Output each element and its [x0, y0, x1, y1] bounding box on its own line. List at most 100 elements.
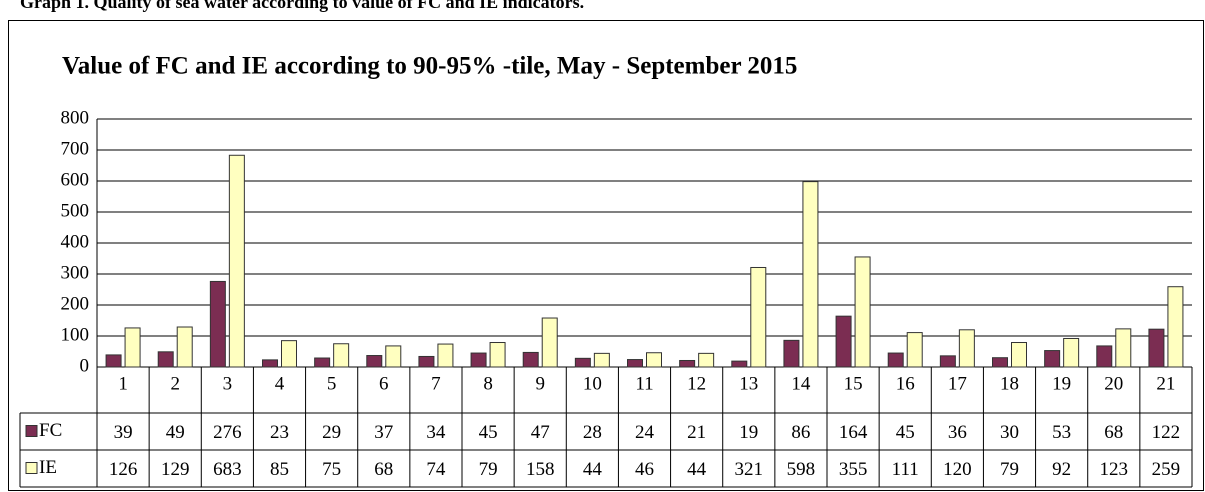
table-value: 21	[687, 422, 706, 443]
y-tick-label: 0	[80, 355, 90, 376]
legend-label: IE	[39, 457, 57, 478]
x-tick-label: 15	[844, 373, 863, 394]
x-tick-label: 19	[1052, 373, 1071, 394]
bar	[437, 343, 454, 368]
x-tick-label: 9	[535, 373, 545, 394]
x-tick-label: 18	[1000, 373, 1019, 394]
legend-swatch	[25, 425, 38, 437]
chart-title: Value of FC and IE according to 90-95% -…	[62, 53, 797, 80]
bar	[887, 352, 904, 368]
table-value: 37	[374, 422, 393, 443]
bar	[105, 354, 122, 368]
bar	[854, 256, 871, 368]
bar	[906, 332, 923, 368]
table-value: 36	[948, 422, 967, 443]
table-value: 126	[109, 459, 138, 480]
table-value: 47	[531, 422, 550, 443]
table-value: 683	[213, 459, 242, 480]
table-value: 276	[213, 422, 242, 443]
figure-caption: Graph 1. Quality of sea water according …	[20, 0, 584, 12]
bar	[835, 315, 852, 368]
table-value: 34	[426, 422, 446, 443]
table-value: 24	[635, 422, 655, 443]
x-tick-label: 21	[1156, 373, 1175, 394]
y-tick-label: 600	[61, 169, 90, 190]
table-value: 123	[1100, 459, 1129, 480]
bar	[489, 342, 506, 368]
table-value: 355	[839, 459, 868, 480]
bar	[470, 352, 487, 368]
table-value: 68	[374, 459, 393, 480]
bar	[646, 352, 662, 368]
table-value: 111	[892, 459, 919, 480]
table-value: 129	[161, 459, 190, 480]
bar	[1148, 328, 1165, 368]
legend-label: FC	[39, 420, 62, 441]
bar	[1044, 350, 1061, 368]
table-value: 39	[114, 422, 133, 443]
x-tick-label: 7	[431, 373, 441, 394]
table-value: 53	[1052, 422, 1071, 443]
table-value: 85	[270, 459, 289, 480]
chart-frame	[8, 20, 1204, 491]
table-value: 44	[687, 459, 707, 480]
bar	[802, 181, 819, 368]
x-tick-label: 5	[327, 373, 337, 394]
bar	[418, 355, 435, 368]
bar	[627, 359, 643, 368]
x-tick-label: 6	[379, 373, 389, 394]
bar	[366, 355, 383, 368]
table-value: 259	[1152, 459, 1181, 480]
table-value: 45	[896, 422, 915, 443]
bar	[1167, 286, 1184, 368]
x-tick-label: 8	[483, 373, 493, 394]
bar	[385, 345, 402, 368]
table-value: 49	[166, 422, 185, 443]
y-tick-label: 100	[61, 324, 90, 345]
y-tick-label: 500	[61, 200, 90, 221]
bar	[992, 357, 1008, 368]
table-value: 86	[791, 422, 810, 443]
bar	[176, 326, 193, 368]
table-value: 19	[739, 422, 758, 443]
table-value: 23	[270, 422, 289, 443]
y-tick-label: 400	[61, 231, 90, 252]
table-value: 92	[1052, 459, 1071, 480]
x-tick-label: 17	[948, 373, 967, 394]
x-tick-label: 1	[118, 373, 128, 394]
table-value: 75	[322, 459, 341, 480]
bar	[281, 340, 297, 368]
bar	[333, 343, 350, 368]
table-value: 46	[635, 459, 654, 480]
bar	[1096, 345, 1113, 368]
y-tick-label: 700	[61, 138, 90, 159]
bar	[731, 360, 748, 368]
x-tick-label: 10	[583, 373, 602, 394]
table-value: 68	[1104, 422, 1123, 443]
x-tick-label: 13	[739, 373, 758, 394]
bar	[228, 154, 245, 368]
bar	[209, 280, 226, 368]
x-tick-label: 16	[896, 373, 915, 394]
table-value: 74	[426, 459, 446, 480]
table-value: 28	[583, 422, 602, 443]
x-tick-label: 11	[635, 373, 653, 394]
x-tick-label: 14	[791, 373, 811, 394]
table-value: 30	[1000, 422, 1019, 443]
x-tick-label: 20	[1104, 373, 1123, 394]
bar	[124, 327, 141, 368]
table-value: 44	[583, 459, 603, 480]
bar	[574, 357, 591, 368]
table-value: 79	[479, 459, 498, 480]
bar	[262, 359, 278, 368]
x-tick-label: 2	[170, 373, 180, 394]
bar	[541, 317, 558, 368]
bar	[157, 351, 174, 368]
bar	[522, 351, 539, 368]
x-tick-label: 4	[275, 373, 285, 394]
bar	[593, 352, 610, 368]
table-value: 29	[322, 422, 341, 443]
bar	[939, 355, 956, 368]
table-value: 120	[943, 459, 972, 480]
